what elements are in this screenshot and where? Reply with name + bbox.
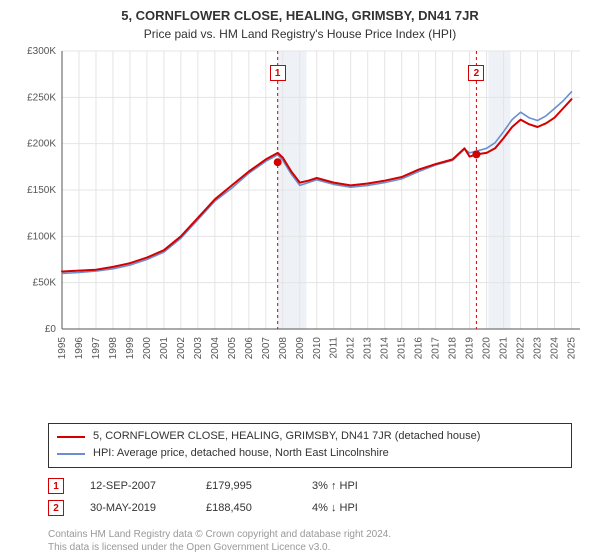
annotation-row: 1 12-SEP-2007 £179,995 3% ↑ HPI — [48, 478, 572, 494]
legend-box: 5, CORNFLOWER CLOSE, HEALING, GRIMSBY, D… — [48, 423, 572, 468]
svg-text:2008: 2008 — [278, 337, 289, 360]
svg-text:2020: 2020 — [482, 337, 493, 360]
svg-text:2017: 2017 — [431, 337, 442, 360]
svg-text:1996: 1996 — [74, 337, 85, 360]
attribution-line-2: This data is licensed under the Open Gov… — [48, 541, 572, 554]
svg-text:1999: 1999 — [125, 337, 136, 360]
svg-text:£300K: £300K — [27, 46, 56, 57]
callout-badge: 2 — [468, 65, 484, 81]
legend-swatch — [57, 453, 85, 455]
legend-row: 5, CORNFLOWER CLOSE, HEALING, GRIMSBY, D… — [57, 428, 563, 446]
chart-plot-wrap: £0 £50K £100K £150K £200K £250K £300K 1995 1996 1… — [14, 45, 586, 415]
chart-title: 5, CORNFLOWER CLOSE, HEALING, GRIMSBY, D… — [14, 8, 586, 23]
legend-swatch — [57, 436, 85, 438]
svg-text:2010: 2010 — [312, 337, 323, 360]
attribution-line-1: Contains HM Land Registry data © Crown c… — [48, 528, 572, 541]
line-chart-svg: £0 £50K £100K £150K £200K £250K £300K 1995 1996 1… — [14, 45, 586, 375]
annotation-price: £179,995 — [206, 480, 286, 492]
annotations-table: 1 12-SEP-2007 £179,995 3% ↑ HPI 2 30-MAY-2019… — [48, 478, 572, 522]
attribution-text: Contains HM Land Registry data © Crown c… — [48, 528, 572, 554]
svg-text:2025: 2025 — [567, 337, 578, 360]
svg-text:2002: 2002 — [176, 337, 187, 360]
svg-text:£150K: £150K — [27, 185, 56, 196]
annotation-delta: 3% ↑ HPI — [312, 480, 358, 492]
svg-text:2005: 2005 — [227, 337, 238, 360]
svg-text:£200K: £200K — [27, 139, 56, 150]
svg-text:2003: 2003 — [193, 337, 204, 360]
svg-text:£250K: £250K — [27, 92, 56, 103]
svg-text:£0: £0 — [45, 324, 57, 335]
annotation-badge: 1 — [48, 478, 64, 494]
callout-badge: 1 — [270, 65, 286, 81]
svg-text:2024: 2024 — [550, 337, 561, 360]
svg-text:2006: 2006 — [244, 337, 255, 360]
legend-label: HPI: Average price, detached house, Nort… — [93, 445, 389, 463]
svg-text:1997: 1997 — [91, 337, 102, 360]
svg-text:2009: 2009 — [295, 337, 306, 360]
svg-text:2001: 2001 — [159, 337, 170, 360]
svg-text:2022: 2022 — [516, 337, 527, 360]
svg-text:1995: 1995 — [57, 337, 68, 360]
svg-text:2015: 2015 — [397, 337, 408, 360]
legend-label: 5, CORNFLOWER CLOSE, HEALING, GRIMSBY, D… — [93, 428, 480, 446]
svg-text:2004: 2004 — [210, 337, 221, 360]
svg-text:2007: 2007 — [261, 337, 272, 360]
svg-text:2019: 2019 — [465, 337, 476, 360]
svg-text:£50K: £50K — [33, 278, 57, 289]
chart-container: 5, CORNFLOWER CLOSE, HEALING, GRIMSBY, D… — [0, 0, 600, 560]
annotation-badge: 2 — [48, 500, 64, 516]
svg-text:2013: 2013 — [363, 337, 374, 360]
annotation-price: £188,450 — [206, 502, 286, 514]
svg-text:2000: 2000 — [142, 337, 153, 360]
chart-subtitle: Price paid vs. HM Land Registry's House … — [14, 27, 586, 41]
svg-text:2018: 2018 — [448, 337, 459, 360]
svg-text:2016: 2016 — [414, 337, 425, 360]
svg-text:1998: 1998 — [108, 337, 119, 360]
legend-row: HPI: Average price, detached house, Nort… — [57, 445, 563, 463]
annotation-date: 12-SEP-2007 — [90, 480, 180, 492]
svg-text:2023: 2023 — [533, 337, 544, 360]
svg-text:2021: 2021 — [499, 337, 510, 360]
annotation-delta: 4% ↓ HPI — [312, 502, 358, 514]
svg-text:2014: 2014 — [380, 337, 391, 360]
svg-text:2011: 2011 — [329, 337, 340, 359]
svg-text:2012: 2012 — [346, 337, 357, 360]
annotation-row: 2 30-MAY-2019 £188,450 4% ↓ HPI — [48, 500, 572, 516]
annotation-date: 30-MAY-2019 — [90, 502, 180, 514]
svg-text:£100K: £100K — [27, 231, 56, 242]
